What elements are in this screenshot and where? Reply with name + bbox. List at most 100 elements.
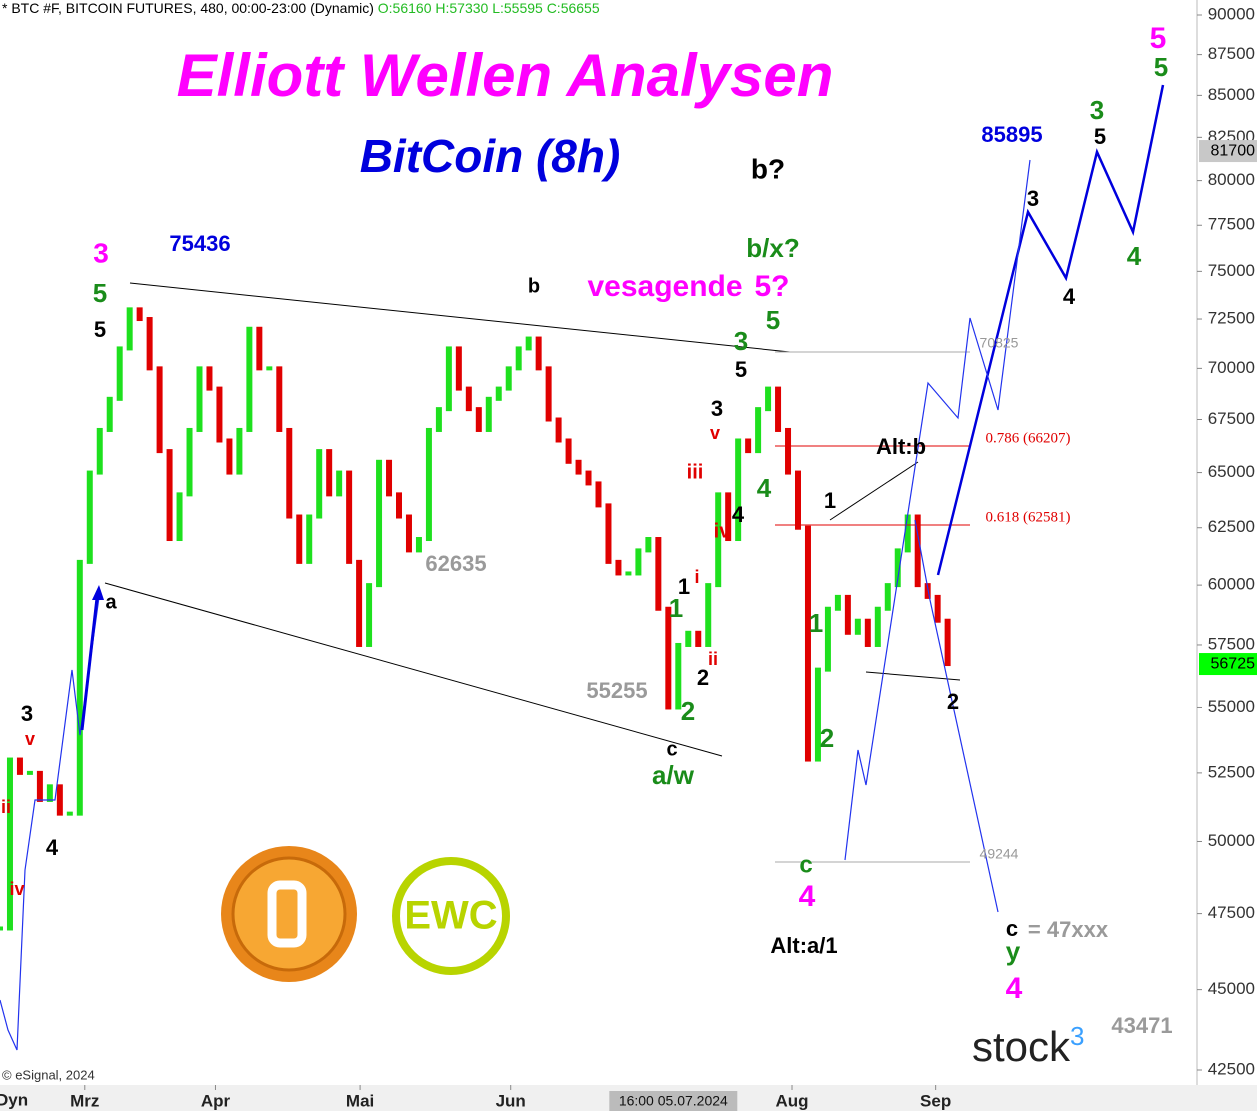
- y-tick-label: 45000: [1208, 979, 1255, 998]
- brand-sup: 3: [1070, 1021, 1084, 1051]
- candle: [346, 470, 353, 564]
- annotation: vesagende: [587, 270, 742, 303]
- candle: [26, 770, 33, 775]
- y-tick-label: 50000: [1208, 831, 1255, 850]
- candle: [884, 583, 891, 611]
- candle: [785, 427, 792, 475]
- annotation: 5?: [754, 270, 789, 303]
- projection: [844, 159, 1031, 861]
- candle: [485, 396, 492, 432]
- candle: [455, 346, 462, 391]
- annotation: 5: [1154, 52, 1168, 82]
- annotation: 4: [1127, 241, 1142, 271]
- y-tick-label: 55000: [1208, 697, 1255, 716]
- candle: [206, 366, 213, 391]
- annotation: 43471: [1111, 1013, 1172, 1038]
- annotation: 1: [824, 488, 836, 513]
- y-tick-label: 90000: [1208, 4, 1255, 23]
- candle: [116, 346, 123, 401]
- candle: [804, 525, 811, 762]
- candle: [166, 449, 173, 542]
- candle: [296, 514, 303, 564]
- candle: [176, 492, 183, 542]
- candle: [575, 459, 582, 475]
- candle: [715, 492, 722, 588]
- annotation: 4: [732, 502, 745, 527]
- candle: [465, 386, 472, 412]
- annotation: 3: [21, 701, 33, 726]
- candle: [725, 492, 732, 542]
- annotation: 3: [711, 396, 723, 421]
- annotation: v: [710, 423, 720, 443]
- arrow-head: [92, 585, 104, 600]
- candle: [36, 770, 43, 802]
- candle: [505, 366, 512, 391]
- candle: [336, 470, 343, 497]
- annotation: a/w: [652, 760, 695, 790]
- candle: [834, 594, 841, 611]
- candle: [0, 926, 3, 931]
- x-tick-label: Apr: [201, 1091, 231, 1110]
- trendline: [104, 582, 723, 757]
- candle: [16, 757, 23, 775]
- candle: [904, 514, 911, 553]
- annotation: iv: [9, 879, 24, 899]
- candle: [316, 449, 323, 519]
- bitcoin-logo: [221, 846, 357, 982]
- annotation: c: [1006, 916, 1018, 941]
- annotation: 4: [46, 835, 59, 860]
- annotation: 3: [93, 237, 109, 268]
- annotation: iii: [687, 461, 704, 483]
- annotation: 85895: [981, 122, 1042, 147]
- crosshair-box: [609, 1091, 738, 1111]
- annotation: 3: [734, 326, 748, 356]
- copyright: © eSignal, 2024: [2, 1067, 95, 1082]
- annotation: 1: [678, 574, 690, 599]
- candle: [156, 366, 163, 454]
- annotation: 5: [766, 305, 780, 335]
- annotation: 4: [799, 880, 816, 913]
- header: * BTC #F, BITCOIN FUTURES, 480, 00:00-23…: [2, 0, 600, 16]
- x-tick-label: Sep: [920, 1091, 951, 1110]
- annotation: 55255: [586, 678, 647, 703]
- price-box: [1199, 653, 1257, 676]
- candles: [0, 307, 951, 931]
- candle: [236, 427, 243, 475]
- candle: [795, 470, 801, 530]
- annotation: 70825: [980, 335, 1019, 351]
- candle: [535, 336, 542, 371]
- price-box-label: 81700: [1211, 142, 1256, 159]
- candle: [495, 386, 502, 401]
- annotation: 75436: [169, 231, 230, 256]
- candle: [615, 559, 622, 576]
- candle: [146, 317, 153, 371]
- candle: [735, 438, 742, 542]
- annotation: y: [1006, 936, 1021, 966]
- annotation: c: [799, 851, 812, 878]
- candle: [745, 438, 752, 454]
- candle: [306, 514, 313, 564]
- annotation: 5: [1094, 124, 1106, 149]
- x-tick-label: Jun: [496, 1091, 526, 1110]
- annotation: a: [105, 591, 117, 613]
- candle: [854, 618, 861, 635]
- candle: [755, 407, 762, 454]
- projection: [914, 519, 999, 913]
- symbol: * BTC #F, BITCOIN FUTURES, 480, 00:00-23…: [2, 0, 374, 16]
- candle: [824, 606, 831, 672]
- candle: [605, 503, 612, 564]
- annotation: 5: [1150, 22, 1167, 55]
- candle: [276, 366, 283, 432]
- candle: [326, 449, 333, 497]
- annotation: 49244: [980, 846, 1019, 862]
- annotation: 4: [1006, 972, 1023, 1005]
- candle: [435, 407, 442, 432]
- crosshair-label: 16:00 05.07.2024: [619, 1093, 728, 1109]
- x-tick-label: Aug: [775, 1091, 808, 1110]
- candle: [405, 514, 412, 553]
- annotation: 5: [735, 357, 747, 382]
- candle: [6, 757, 13, 931]
- candle: [286, 427, 293, 519]
- annotation: 0.618 (62581): [986, 509, 1071, 525]
